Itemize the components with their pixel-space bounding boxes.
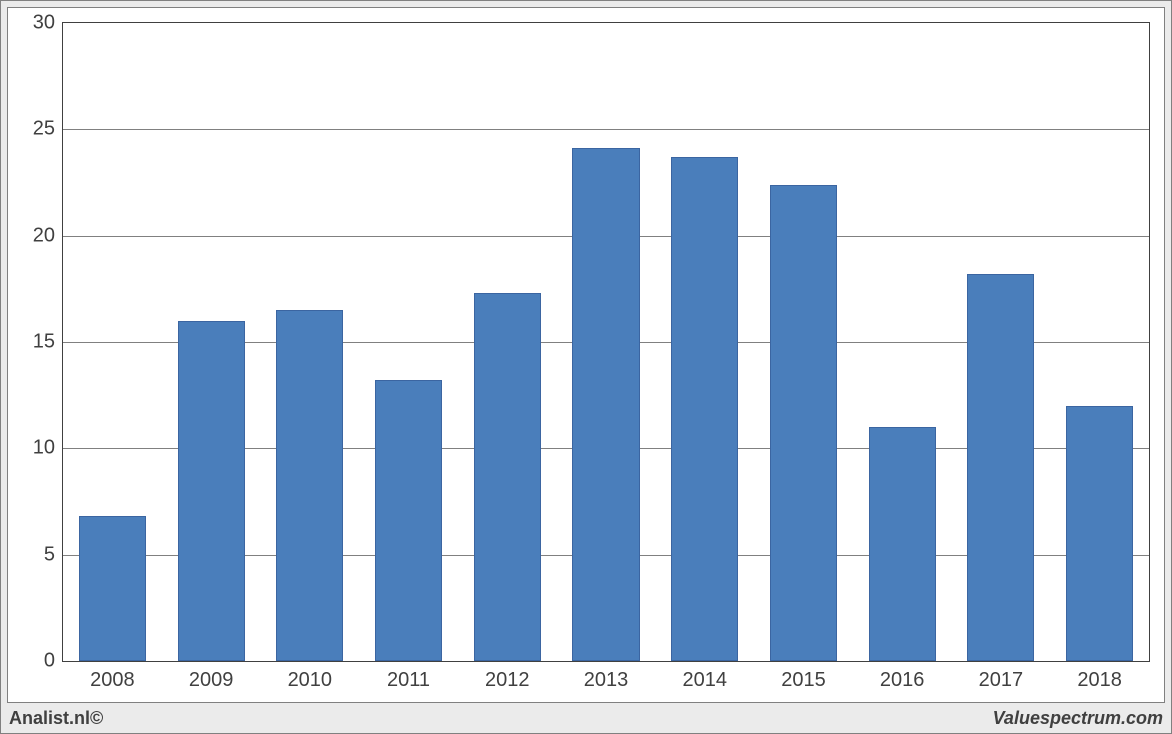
- x-tick-label: 2012: [485, 669, 530, 692]
- y-tick-label: 5: [44, 543, 55, 566]
- chart-outer-frame: 0 5 10 15 20 25 30 2008 2009 2010 2011 2012 2013 2014…: [0, 0, 1172, 734]
- footer-right-credit: Valuespectrum.com: [993, 708, 1163, 729]
- y-tick-label: 0: [44, 650, 55, 673]
- y-tick-label: 10: [33, 437, 55, 460]
- bar: [1066, 406, 1133, 661]
- grid-line: [63, 129, 1149, 130]
- bar: [572, 148, 639, 661]
- y-tick-label: 25: [33, 118, 55, 141]
- x-tick-label: 2016: [880, 669, 925, 692]
- x-tick-label: 2009: [189, 669, 234, 692]
- bar: [967, 274, 1034, 661]
- y-tick-label: 20: [33, 224, 55, 247]
- bar: [770, 185, 837, 661]
- y-tick-label: 15: [33, 331, 55, 354]
- bar: [178, 321, 245, 661]
- bar: [276, 310, 343, 661]
- bar: [869, 427, 936, 661]
- bar: [375, 380, 442, 661]
- x-tick-label: 2017: [979, 669, 1024, 692]
- x-tick-label: 2014: [682, 669, 727, 692]
- bar: [79, 516, 146, 661]
- x-tick-label: 2013: [584, 669, 629, 692]
- x-tick-label: 2008: [90, 669, 135, 692]
- plot-area: 0510152025302008200920102011201220132014…: [62, 22, 1150, 662]
- x-tick-label: 2018: [1077, 669, 1122, 692]
- x-tick-label: 2010: [288, 669, 333, 692]
- x-tick-label: 2011: [387, 669, 430, 692]
- x-tick-label: 2015: [781, 669, 826, 692]
- footer-left-credit: Analist.nl©: [9, 708, 103, 729]
- chart-inner-frame: 0 5 10 15 20 25 30 2008 2009 2010 2011 2012 2013 2014…: [7, 7, 1165, 703]
- y-tick-label: 30: [33, 12, 55, 35]
- bar: [671, 157, 738, 661]
- bar: [474, 293, 541, 661]
